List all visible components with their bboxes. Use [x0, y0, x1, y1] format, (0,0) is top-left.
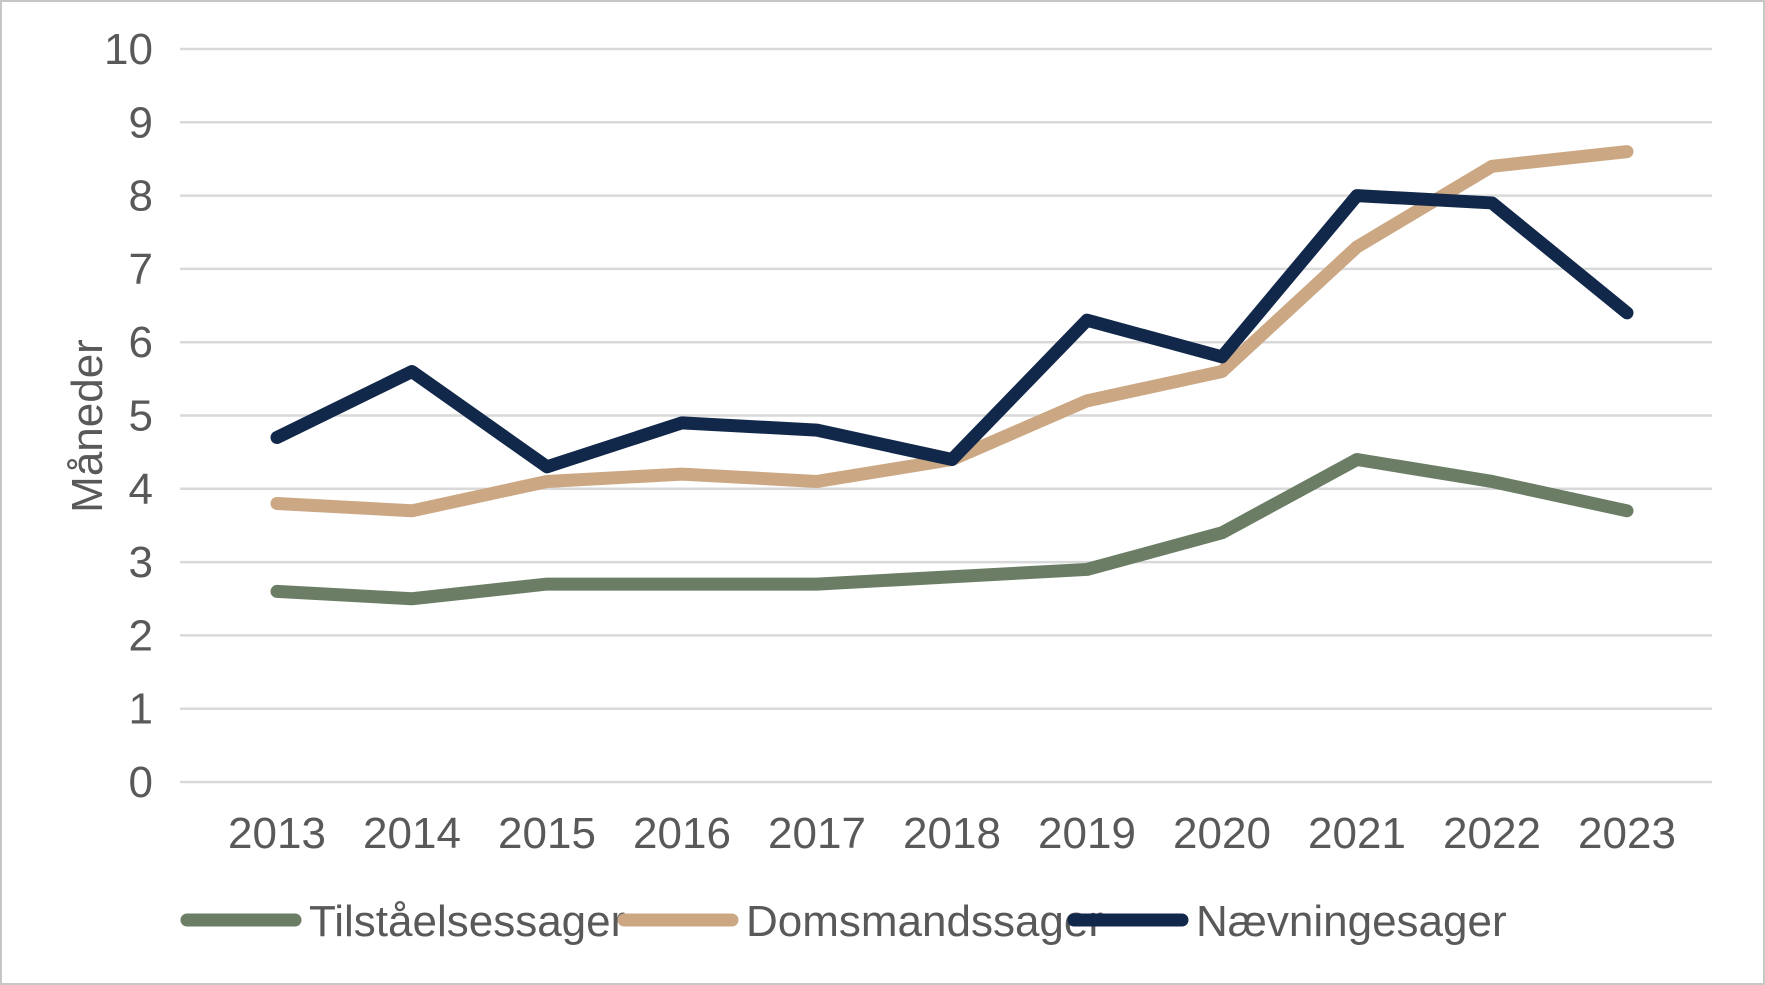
x-tick-label: 2021: [1308, 809, 1406, 858]
legend-item: Tilståelsessager: [180, 897, 625, 946]
y-tick-label: 7: [129, 245, 153, 294]
x-tick-label: 2020: [1173, 809, 1271, 858]
y-tick-label: 5: [129, 392, 153, 441]
y-tick-label: 0: [129, 758, 153, 807]
legend-label: Domsmandssager: [746, 897, 1103, 946]
x-tick-label: 2022: [1443, 809, 1541, 858]
y-axis-title: Måneder: [63, 339, 112, 513]
legend: Tilståelsessager Domsmandssager Nævningesa…: [180, 897, 1507, 946]
y-tick-label: 2: [129, 611, 153, 660]
y-axis-labels: 0 1 2 3 4 5 6 7 8 9 10: [104, 25, 153, 807]
legend-label: Tilståelsessager: [309, 897, 625, 946]
x-tick-label: 2019: [1038, 809, 1136, 858]
x-tick-label: 2023: [1578, 809, 1676, 858]
series-line-tilståelsessager: [270, 452, 1634, 606]
x-axis-labels: 2013 2014 2015 2016 2017 2018 2019 2020 2021 2022…: [228, 809, 1676, 858]
legend-label: Nævningesager: [1196, 897, 1507, 946]
x-tick-label: 2018: [903, 809, 1001, 858]
y-tick-label: 1: [129, 685, 153, 734]
y-tick-label: 4: [129, 465, 153, 514]
x-tick-label: 2015: [498, 809, 596, 858]
y-tick-label: 9: [129, 98, 153, 147]
y-tick-label: 3: [129, 538, 153, 587]
x-tick-label: 2016: [633, 809, 731, 858]
y-tick-label: 10: [104, 25, 153, 74]
y-tick-label: 6: [129, 318, 153, 367]
x-tick-label: 2014: [363, 809, 461, 858]
x-tick-label: 2017: [768, 809, 866, 858]
legend-item: Nævningesager: [1067, 897, 1507, 946]
series-lines: [270, 145, 1634, 606]
series-line-nævningesager: [270, 189, 1634, 474]
legend-item: Domsmandssager: [617, 897, 1103, 946]
x-tick-label: 2013: [228, 809, 326, 858]
gridlines: [180, 47, 1712, 784]
y-tick-label: 8: [129, 172, 153, 221]
